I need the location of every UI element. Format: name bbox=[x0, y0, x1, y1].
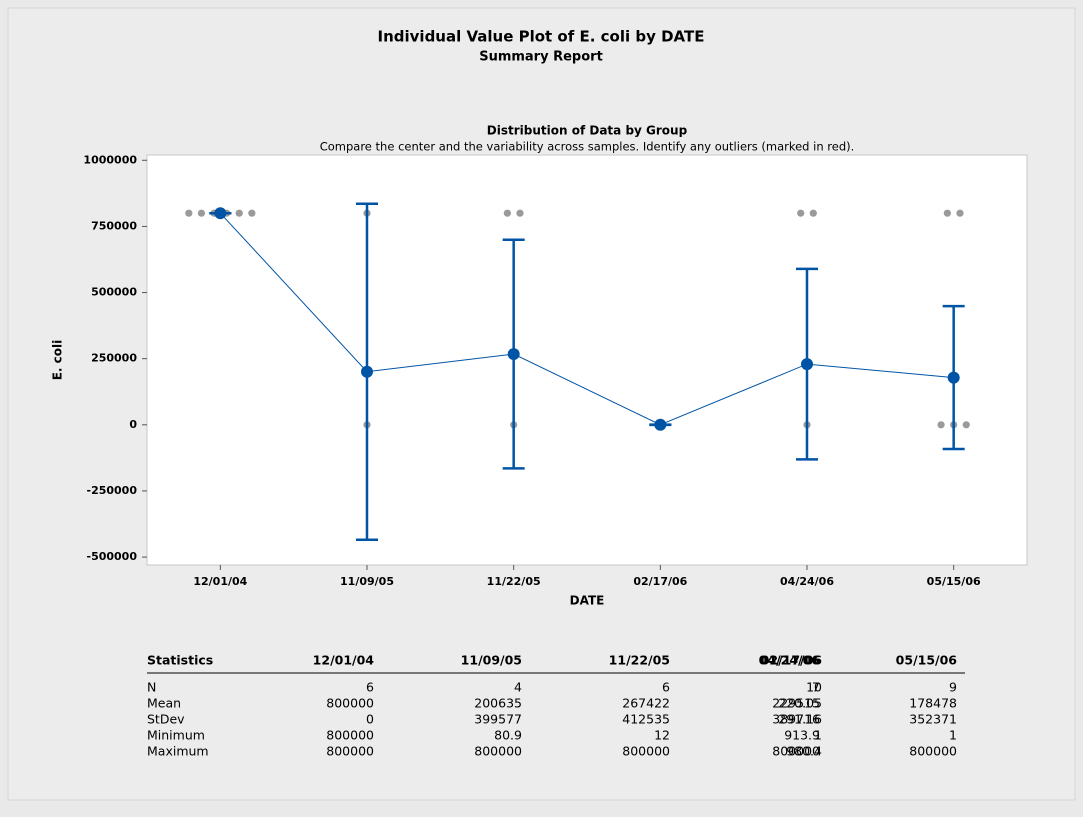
table-cell: 229515 bbox=[772, 696, 820, 711]
table-cell: 6 bbox=[366, 680, 374, 695]
table-cell: 980.4 bbox=[786, 744, 822, 759]
mean-point bbox=[801, 358, 813, 371]
table-cell: 4 bbox=[514, 680, 522, 695]
table-header: 11/22/05 bbox=[609, 653, 670, 668]
table-cell: 7 bbox=[812, 680, 820, 695]
table-cell: 352371 bbox=[909, 712, 957, 727]
mean-line bbox=[219, 212, 954, 426]
table-cell: 389716 bbox=[772, 712, 820, 727]
data-point bbox=[937, 421, 945, 429]
table-cell: 412535 bbox=[622, 712, 670, 727]
table-header: 11/09/05 bbox=[461, 653, 522, 668]
y-tick-label: -250000 bbox=[87, 484, 138, 497]
data-point bbox=[956, 209, 964, 217]
chart-title: Individual Value Plot of E. coli by DATE bbox=[378, 28, 705, 46]
table-cell: N bbox=[147, 680, 156, 695]
data-point bbox=[197, 209, 206, 217]
table-cell: 291.16 bbox=[778, 712, 822, 727]
mean-point bbox=[654, 418, 667, 431]
y-tick-label: 1000000 bbox=[83, 153, 137, 166]
table-cell: 1 bbox=[814, 728, 822, 743]
table-cell: 200635 bbox=[474, 696, 522, 711]
table-cell: 1 bbox=[949, 728, 957, 743]
table-header: Statistics bbox=[147, 653, 213, 668]
table-cell: 800000 bbox=[326, 744, 374, 759]
y-tick-label: 500000 bbox=[91, 286, 137, 299]
table-cell: 9 bbox=[949, 680, 957, 695]
table-cell: Mean bbox=[147, 696, 181, 711]
table-cell: 0 bbox=[366, 712, 374, 727]
data-point bbox=[943, 209, 951, 217]
data-point bbox=[516, 209, 524, 217]
mean-point bbox=[361, 365, 373, 378]
table-cell: Minimum bbox=[147, 728, 205, 743]
data-point bbox=[235, 209, 243, 217]
table-cell: 12 bbox=[654, 728, 670, 743]
table-cell: 399577 bbox=[474, 712, 522, 727]
table-header: 04/24/06 bbox=[759, 653, 821, 668]
panel-title: Distribution of Data by Group bbox=[487, 124, 688, 138]
table-cell: 6 bbox=[662, 680, 670, 695]
x-tick-label: 04/24/06 bbox=[780, 575, 834, 588]
x-tick-label: 02/17/06 bbox=[633, 575, 687, 588]
table-cell: 10 bbox=[806, 680, 822, 695]
table-cell: 220.05 bbox=[778, 696, 822, 711]
y-tick-label: 0 bbox=[129, 418, 137, 431]
data-point bbox=[797, 209, 805, 217]
data-point bbox=[185, 209, 193, 217]
data-point bbox=[962, 421, 970, 429]
table-cell: 800000 bbox=[326, 728, 374, 743]
data-point bbox=[809, 209, 817, 217]
table-cell: 800000 bbox=[909, 744, 957, 759]
panel-subtitle: Compare the center and the variability a… bbox=[320, 140, 855, 154]
table-cell: 800000 bbox=[326, 696, 374, 711]
y-tick-label: -500000 bbox=[87, 550, 138, 563]
table-header: 12/01/04 bbox=[313, 653, 375, 668]
mean-point bbox=[947, 371, 960, 384]
table-cell: 800000 bbox=[474, 744, 522, 759]
x-tick-label: 11/22/05 bbox=[487, 575, 541, 588]
table-header: 02/17/06 bbox=[761, 653, 823, 668]
x-tick-label: 05/15/06 bbox=[927, 575, 981, 588]
table-cell: Maximum bbox=[147, 744, 209, 759]
x-axis-label: DATE bbox=[570, 594, 605, 608]
x-tick-label: 11/09/05 bbox=[340, 575, 394, 588]
y-axis-label: E. coli bbox=[51, 340, 65, 381]
data-point bbox=[503, 209, 511, 217]
table-header: 05/15/06 bbox=[896, 653, 958, 668]
table-cell: 178478 bbox=[909, 696, 957, 711]
table-cell: 267422 bbox=[622, 696, 670, 711]
chart-subtitle: Summary Report bbox=[479, 50, 603, 65]
data-point bbox=[248, 209, 256, 217]
y-tick-label: 250000 bbox=[91, 352, 137, 365]
table-cell: StDev bbox=[147, 712, 185, 727]
table-cell: 913.9 bbox=[784, 728, 820, 743]
table-cell: 800000 bbox=[772, 744, 820, 759]
table-cell: 800000 bbox=[622, 744, 670, 759]
plot-area bbox=[146, 154, 1028, 566]
y-tick-label: 750000 bbox=[91, 219, 137, 232]
x-tick-label: 12/01/04 bbox=[193, 575, 247, 588]
table-cell: 80.9 bbox=[494, 728, 522, 743]
mean-point bbox=[214, 207, 227, 220]
mean-point bbox=[507, 348, 520, 361]
